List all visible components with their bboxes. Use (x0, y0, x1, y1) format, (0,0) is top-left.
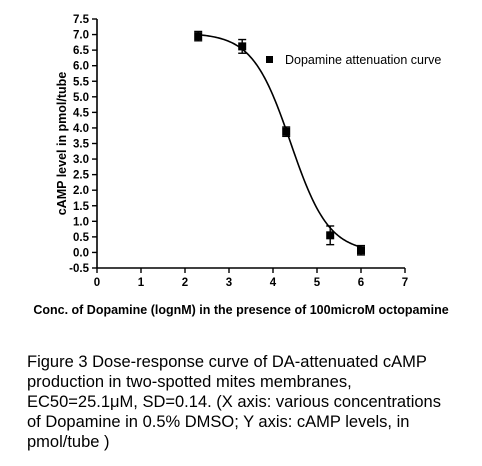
x-tick-label: 7 (402, 277, 408, 289)
y-tick-label: 4.5 (73, 107, 90, 119)
y-tick-label: 5.0 (73, 92, 89, 104)
legend-label: Dopamine attenuation curve (285, 53, 441, 67)
legend: Dopamine attenuation curve (266, 53, 441, 67)
y-tick-label: 1.5 (73, 201, 90, 213)
y-axis-ticks: -0.5 0.0 0.5 1.0 1.5 2.0 2.5 3.0 3.5 4.0 4.5 5.0 5.5… (69, 14, 97, 275)
caption-line: production in two-spotted mites membrane… (27, 373, 352, 391)
x-tick-label: 4 (270, 277, 277, 289)
y-tick-label: 7.0 (73, 30, 89, 42)
x-tick-label: 2 (182, 277, 188, 289)
data-point (238, 42, 247, 51)
y-tick-label: 4.0 (73, 123, 89, 135)
data-point (357, 246, 365, 255)
dose-response-chart: -0.5 0.0 0.5 1.0 1.5 2.0 2.5 3.0 3.5 4.0 4.5 5.0 5.5… (33, 14, 448, 317)
legend-marker (266, 56, 273, 63)
y-tick-label: 6.0 (73, 61, 89, 73)
y-axis-label: cAMP level in pmol/tube (55, 72, 69, 216)
y-tick-label: 0.5 (73, 232, 90, 244)
x-tick-label: 1 (138, 277, 145, 289)
y-tick-label: 2.0 (73, 185, 89, 197)
y-tick-label: 3.5 (73, 139, 90, 151)
x-tick-label: 5 (314, 277, 321, 289)
y-tick-label: 2.5 (73, 170, 90, 182)
y-tick-label: 0.0 (73, 247, 89, 259)
data-point (326, 231, 335, 240)
figure-caption: Figure 3 Dose-response curve of DA-atten… (27, 352, 475, 452)
x-tick-label: 6 (358, 277, 364, 289)
caption-line: pmol/tube ) (27, 433, 110, 451)
x-axis-label: Conc. of Dopamine (lognM) in the presenc… (33, 303, 448, 317)
y-tick-label: 7.5 (73, 14, 90, 26)
y-tick-label: -0.5 (69, 263, 89, 275)
x-tick-label: 0 (94, 277, 100, 289)
data-points (194, 30, 365, 256)
y-tick-label: 3.0 (73, 154, 89, 166)
y-tick-label: 1.0 (73, 216, 89, 228)
x-tick-label: 3 (226, 277, 232, 289)
y-tick-label: 5.5 (73, 76, 90, 88)
caption-line: EC50=25.1μM, SD=0.14. (X axis: various c… (27, 393, 441, 411)
caption-line: of Dopamine in 0.5% DMSO; Y axis: cAMP l… (27, 413, 410, 431)
data-point (282, 127, 291, 136)
data-point (194, 32, 203, 41)
caption-line: Figure 3 Dose-response curve of DA-atten… (27, 353, 427, 371)
x-axis-ticks: 0 1 2 3 4 5 6 7 (94, 268, 408, 289)
y-tick-label: 6.5 (73, 45, 90, 57)
